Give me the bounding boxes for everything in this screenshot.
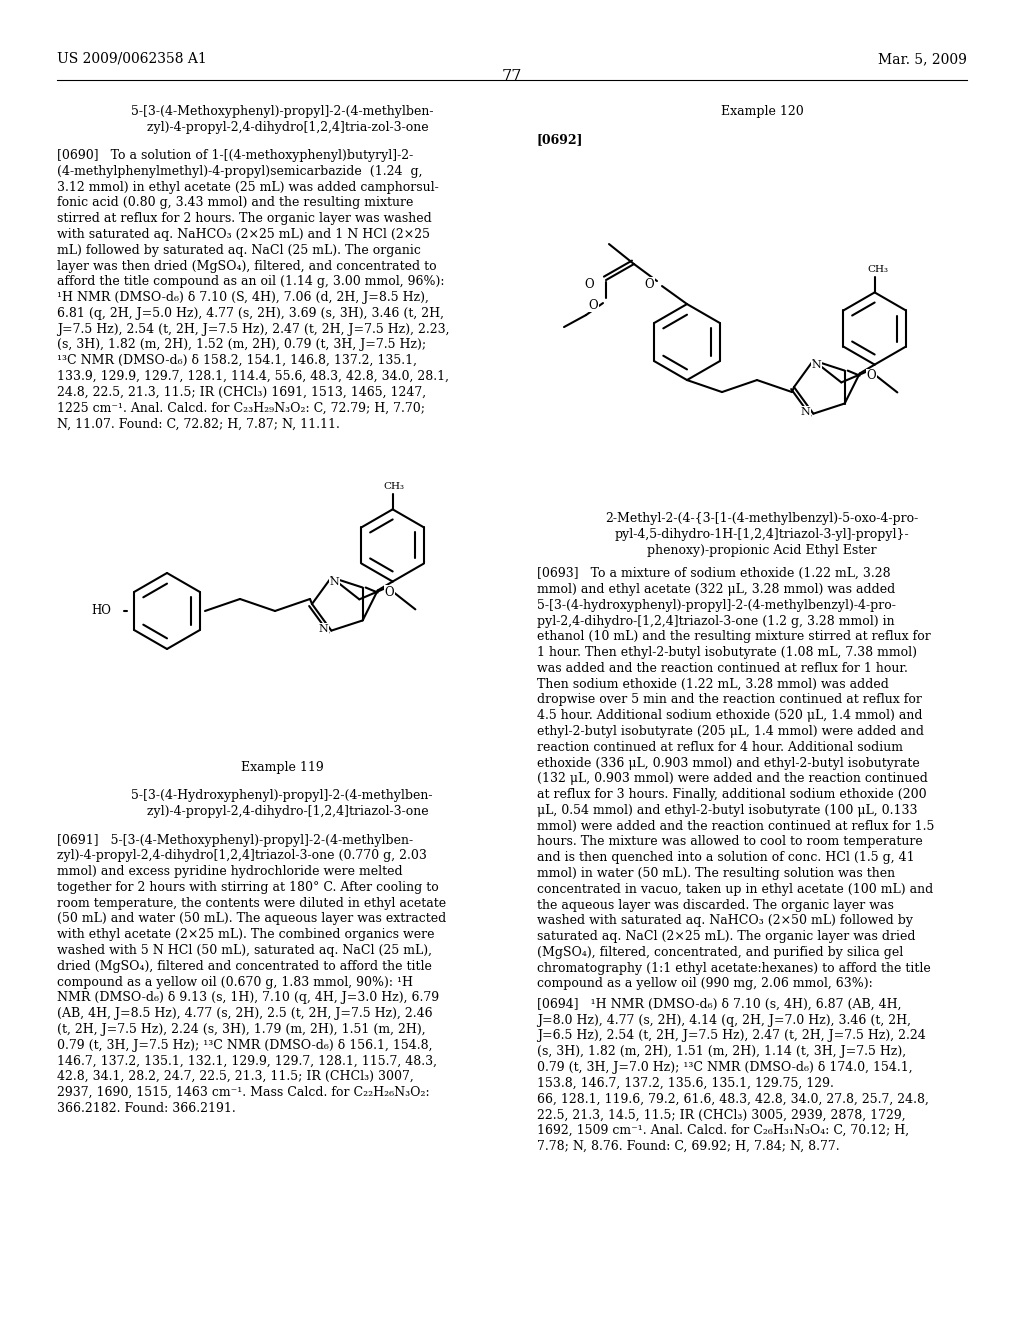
Text: (s, 3H), 1.82 (m, 2H), 1.52 (m, 2H), 0.79 (t, 3H, J=7.5 Hz);: (s, 3H), 1.82 (m, 2H), 1.52 (m, 2H), 0.7… xyxy=(57,338,426,351)
Text: [0691]   5-[3-(4-Methoxyphenyl)-propyl]-2-(4-methylben-: [0691] 5-[3-(4-Methoxyphenyl)-propyl]-2-… xyxy=(57,833,413,846)
Text: 2-Methyl-2-(4-{3-[1-(4-methylbenzyl)-5-oxo-4-pro-: 2-Methyl-2-(4-{3-[1-(4-methylbenzyl)-5-o… xyxy=(605,512,919,525)
Text: was added and the reaction continued at reflux for 1 hour.: was added and the reaction continued at … xyxy=(537,661,908,675)
Text: reaction continued at reflux for 4 hour. Additional sodium: reaction continued at reflux for 4 hour.… xyxy=(537,741,903,754)
Text: 133.9, 129.9, 129.7, 128.1, 114.4, 55.6, 48.3, 42.8, 34.0, 28.1,: 133.9, 129.9, 129.7, 128.1, 114.4, 55.6,… xyxy=(57,370,449,383)
Text: ethyl-2-butyl isobutyrate (205 μL, 1.4 mmol) were added and: ethyl-2-butyl isobutyrate (205 μL, 1.4 m… xyxy=(537,725,924,738)
Text: 5-[3-(4-hydroxyphenyl)-propyl]-2-(4-methylbenzyl)-4-pro-: 5-[3-(4-hydroxyphenyl)-propyl]-2-(4-meth… xyxy=(537,599,896,611)
Text: zyl)-4-propyl-2,4-dihydro[1,2,4]triazol-3-one (0.770 g, 2.03: zyl)-4-propyl-2,4-dihydro[1,2,4]triazol-… xyxy=(57,849,427,862)
Text: μL, 0.54 mmol) and ethyl-2-butyl isobutyrate (100 μL, 0.133: μL, 0.54 mmol) and ethyl-2-butyl isobuty… xyxy=(537,804,918,817)
Text: 3.12 mmol) in ethyl acetate (25 mL) was added camphorsul-: 3.12 mmol) in ethyl acetate (25 mL) was … xyxy=(57,181,438,194)
Text: room temperature, the contents were diluted in ethyl acetate: room temperature, the contents were dilu… xyxy=(57,896,446,909)
Text: 1 hour. Then ethyl-2-butyl isobutyrate (1.08 mL, 7.38 mmol): 1 hour. Then ethyl-2-butyl isobutyrate (… xyxy=(537,645,918,659)
Text: 42.8, 34.1, 28.2, 24.7, 22.5, 21.3, 11.5; IR (CHCl₃) 3007,: 42.8, 34.1, 28.2, 24.7, 22.5, 21.3, 11.5… xyxy=(57,1071,414,1084)
Text: afford the title compound as an oil (1.14 g, 3.00 mmol, 96%):: afford the title compound as an oil (1.1… xyxy=(57,276,444,288)
Text: phenoxy)-propionic Acid Ethyl Ester: phenoxy)-propionic Acid Ethyl Ester xyxy=(647,544,877,557)
Text: [0692]: [0692] xyxy=(537,133,584,147)
Text: 22.5, 21.3, 14.5, 11.5; IR (CHCl₃) 3005, 2939, 2878, 1729,: 22.5, 21.3, 14.5, 11.5; IR (CHCl₃) 3005,… xyxy=(537,1109,905,1121)
Text: Example 119: Example 119 xyxy=(241,762,324,774)
Text: layer was then dried (MgSO₄), filtered, and concentrated to: layer was then dried (MgSO₄), filtered, … xyxy=(57,260,436,273)
Text: ethoxide (336 μL, 0.903 mmol) and ethyl-2-butyl isobutyrate: ethoxide (336 μL, 0.903 mmol) and ethyl-… xyxy=(537,756,920,770)
Text: zyl)-4-propyl-2,4-dihydro-[1,2,4]triazol-3-one: zyl)-4-propyl-2,4-dihydro-[1,2,4]triazol… xyxy=(135,805,429,818)
Text: NMR (DMSO-d₆) δ 9.13 (s, 1H), 7.10 (q, 4H, J=3.0 Hz), 6.79: NMR (DMSO-d₆) δ 9.13 (s, 1H), 7.10 (q, 4… xyxy=(57,991,439,1005)
Text: N, 11.07. Found: C, 72.82; H, 7.87; N, 11.11.: N, 11.07. Found: C, 72.82; H, 7.87; N, 1… xyxy=(57,417,340,430)
Text: Then sodium ethoxide (1.22 mL, 3.28 mmol) was added: Then sodium ethoxide (1.22 mL, 3.28 mmol… xyxy=(537,677,889,690)
Text: (t, 2H, J=7.5 Hz), 2.24 (s, 3H), 1.79 (m, 2H), 1.51 (m, 2H),: (t, 2H, J=7.5 Hz), 2.24 (s, 3H), 1.79 (m… xyxy=(57,1023,426,1036)
Text: 0.79 (t, 3H, J=7.5 Hz); ¹³C NMR (DMSO-d₆) δ 156.1, 154.8,: 0.79 (t, 3H, J=7.5 Hz); ¹³C NMR (DMSO-d₆… xyxy=(57,1039,432,1052)
Text: HO: HO xyxy=(91,605,111,618)
Text: ¹H NMR (DMSO-d₆) δ 7.10 (S, 4H), 7.06 (d, 2H, J=8.5 Hz),: ¹H NMR (DMSO-d₆) δ 7.10 (S, 4H), 7.06 (d… xyxy=(57,292,429,304)
Text: [0694]   ¹H NMR (DMSO-d₆) δ 7.10 (s, 4H), 6.87 (AB, 4H,: [0694] ¹H NMR (DMSO-d₆) δ 7.10 (s, 4H), … xyxy=(537,998,901,1011)
Text: mL) followed by saturated aq. NaCl (25 mL). The organic: mL) followed by saturated aq. NaCl (25 m… xyxy=(57,244,421,257)
Text: (50 mL) and water (50 mL). The aqueous layer was extracted: (50 mL) and water (50 mL). The aqueous l… xyxy=(57,912,446,925)
Text: O: O xyxy=(585,277,594,290)
Text: compound as a yellow oil (990 mg, 2.06 mmol, 63%):: compound as a yellow oil (990 mg, 2.06 m… xyxy=(537,977,872,990)
Text: washed with 5 N HCl (50 mL), saturated aq. NaCl (25 mL),: washed with 5 N HCl (50 mL), saturated a… xyxy=(57,944,432,957)
Text: zyl)-4-propyl-2,4-dihydro[1,2,4]tria-zol-3-one: zyl)-4-propyl-2,4-dihydro[1,2,4]tria-zol… xyxy=(135,120,429,133)
Text: 5-[3-(4-Methoxyphenyl)-propyl]-2-(4-methylben-: 5-[3-(4-Methoxyphenyl)-propyl]-2-(4-meth… xyxy=(131,106,433,117)
Text: J=7.5 Hz), 2.54 (t, 2H, J=7.5 Hz), 2.47 (t, 2H, J=7.5 Hz), 2.23,: J=7.5 Hz), 2.54 (t, 2H, J=7.5 Hz), 2.47 … xyxy=(57,322,450,335)
Text: washed with saturated aq. NaHCO₃ (2×50 mL) followed by: washed with saturated aq. NaHCO₃ (2×50 m… xyxy=(537,915,913,927)
Text: mmol) and ethyl acetate (322 μL, 3.28 mmol) was added: mmol) and ethyl acetate (322 μL, 3.28 mm… xyxy=(537,583,895,597)
Text: pyl-4,5-dihydro-1H-[1,2,4]triazol-3-yl]-propyl}-: pyl-4,5-dihydro-1H-[1,2,4]triazol-3-yl]-… xyxy=(614,528,909,541)
Text: N: N xyxy=(318,623,329,634)
Text: [0690]   To a solution of 1-[(4-methoxyphenyl)butyryl]-2-: [0690] To a solution of 1-[(4-methoxyphe… xyxy=(57,149,414,162)
Text: 77: 77 xyxy=(502,69,522,84)
Text: Mar. 5, 2009: Mar. 5, 2009 xyxy=(879,51,967,66)
Text: O: O xyxy=(644,277,654,290)
Text: chromatography (1:1 ethyl acetate:hexanes) to afford the title: chromatography (1:1 ethyl acetate:hexane… xyxy=(537,961,931,974)
Text: (AB, 4H, J=8.5 Hz), 4.77 (s, 2H), 2.5 (t, 2H, J=7.5 Hz), 2.46: (AB, 4H, J=8.5 Hz), 4.77 (s, 2H), 2.5 (t… xyxy=(57,1007,432,1020)
Text: mmol) and excess pyridine hydrochloride were melted: mmol) and excess pyridine hydrochloride … xyxy=(57,865,402,878)
Text: N: N xyxy=(801,407,810,417)
Text: CH₃: CH₃ xyxy=(867,265,888,275)
Text: 1692, 1509 cm⁻¹. Anal. Calcd. for C₂₆H₃₁N₃O₄: C, 70.12; H,: 1692, 1509 cm⁻¹. Anal. Calcd. for C₂₆H₃₁… xyxy=(537,1125,909,1137)
Text: (s, 3H), 1.82 (m, 2H), 1.51 (m, 2H), 1.14 (t, 3H, J=7.5 Hz),: (s, 3H), 1.82 (m, 2H), 1.51 (m, 2H), 1.1… xyxy=(537,1045,906,1059)
Text: O: O xyxy=(867,370,877,381)
Text: mmol) were added and the reaction continued at reflux for 1.5: mmol) were added and the reaction contin… xyxy=(537,820,934,833)
Text: 1225 cm⁻¹. Anal. Calcd. for C₂₃H₂₉N₃O₂: C, 72.79; H, 7.70;: 1225 cm⁻¹. Anal. Calcd. for C₂₃H₂₉N₃O₂: … xyxy=(57,401,425,414)
Text: stirred at reflux for 2 hours. The organic layer was washed: stirred at reflux for 2 hours. The organ… xyxy=(57,213,432,226)
Text: (4-methylphenylmethyl)-4-propyl)semicarbazide  (1.24  g,: (4-methylphenylmethyl)-4-propyl)semicarb… xyxy=(57,165,423,178)
Text: with saturated aq. NaHCO₃ (2×25 mL) and 1 N HCl (2×25: with saturated aq. NaHCO₃ (2×25 mL) and … xyxy=(57,228,430,242)
Text: 366.2182. Found: 366.2191.: 366.2182. Found: 366.2191. xyxy=(57,1102,236,1114)
Text: Example 120: Example 120 xyxy=(721,106,804,117)
Text: and is then quenched into a solution of conc. HCl (1.5 g, 41: and is then quenched into a solution of … xyxy=(537,851,914,865)
Text: J=8.0 Hz), 4.77 (s, 2H), 4.14 (q, 2H, J=7.0 Hz), 3.46 (t, 2H,: J=8.0 Hz), 4.77 (s, 2H), 4.14 (q, 2H, J=… xyxy=(537,1014,911,1027)
Text: saturated aq. NaCl (2×25 mL). The organic layer was dried: saturated aq. NaCl (2×25 mL). The organi… xyxy=(537,931,915,942)
Text: compound as a yellow oil (0.670 g, 1.83 mmol, 90%): ¹H: compound as a yellow oil (0.670 g, 1.83 … xyxy=(57,975,413,989)
Text: CH₃: CH₃ xyxy=(383,482,404,491)
Text: O: O xyxy=(385,586,394,599)
Text: together for 2 hours with stirring at 180° C. After cooling to: together for 2 hours with stirring at 18… xyxy=(57,880,438,894)
Text: hours. The mixture was allowed to cool to room temperature: hours. The mixture was allowed to cool t… xyxy=(537,836,923,849)
Text: 0.79 (t, 3H, J=7.0 Hz); ¹³C NMR (DMSO-d₆) δ 174.0, 154.1,: 0.79 (t, 3H, J=7.0 Hz); ¹³C NMR (DMSO-d₆… xyxy=(537,1061,912,1074)
Text: fonic acid (0.80 g, 3.43 mmol) and the resulting mixture: fonic acid (0.80 g, 3.43 mmol) and the r… xyxy=(57,197,414,210)
Text: 4.5 hour. Additional sodium ethoxide (520 μL, 1.4 mmol) and: 4.5 hour. Additional sodium ethoxide (52… xyxy=(537,709,923,722)
Text: 146.7, 137.2, 135.1, 132.1, 129.9, 129.7, 128.1, 115.7, 48.3,: 146.7, 137.2, 135.1, 132.1, 129.9, 129.7… xyxy=(57,1055,437,1068)
Text: 2937, 1690, 1515, 1463 cm⁻¹. Mass Calcd. for C₂₂H₂₆N₃O₂:: 2937, 1690, 1515, 1463 cm⁻¹. Mass Calcd.… xyxy=(57,1086,430,1100)
Text: (MgSO₄), filtered, concentrated, and purified by silica gel: (MgSO₄), filtered, concentrated, and pur… xyxy=(537,946,903,958)
Text: [0693]   To a mixture of sodium ethoxide (1.22 mL, 3.28: [0693] To a mixture of sodium ethoxide (… xyxy=(537,568,891,581)
Text: (132 μL, 0.903 mmol) were added and the reaction continued: (132 μL, 0.903 mmol) were added and the … xyxy=(537,772,928,785)
Text: pyl-2,4-dihydro-[1,2,4]triazol-3-one (1.2 g, 3.28 mmol) in: pyl-2,4-dihydro-[1,2,4]triazol-3-one (1.… xyxy=(537,615,895,627)
Text: at reflux for 3 hours. Finally, additional sodium ethoxide (200: at reflux for 3 hours. Finally, addition… xyxy=(537,788,927,801)
Text: concentrated in vacuo, taken up in ethyl acetate (100 mL) and: concentrated in vacuo, taken up in ethyl… xyxy=(537,883,933,896)
Text: with ethyl acetate (2×25 mL). The combined organics were: with ethyl acetate (2×25 mL). The combin… xyxy=(57,928,434,941)
Text: N: N xyxy=(330,577,339,587)
Text: 66, 128.1, 119.6, 79.2, 61.6, 48.3, 42.8, 34.0, 27.8, 25.7, 24.8,: 66, 128.1, 119.6, 79.2, 61.6, 48.3, 42.8… xyxy=(537,1093,929,1106)
Text: 6.81 (q, 2H, J=5.0 Hz), 4.77 (s, 2H), 3.69 (s, 3H), 3.46 (t, 2H,: 6.81 (q, 2H, J=5.0 Hz), 4.77 (s, 2H), 3.… xyxy=(57,308,444,319)
Text: ¹³C NMR (DMSO-d₆) δ 158.2, 154.1, 146.8, 137.2, 135.1,: ¹³C NMR (DMSO-d₆) δ 158.2, 154.1, 146.8,… xyxy=(57,354,417,367)
Text: dried (MgSO₄), filtered and concentrated to afford the title: dried (MgSO₄), filtered and concentrated… xyxy=(57,960,432,973)
Text: J=6.5 Hz), 2.54 (t, 2H, J=7.5 Hz), 2.47 (t, 2H, J=7.5 Hz), 2.24: J=6.5 Hz), 2.54 (t, 2H, J=7.5 Hz), 2.47 … xyxy=(537,1030,926,1043)
Text: O: O xyxy=(589,298,598,312)
Text: ethanol (10 mL) and the resulting mixture stirred at reflux for: ethanol (10 mL) and the resulting mixtur… xyxy=(537,631,931,643)
Text: mmol) in water (50 mL). The resulting solution was then: mmol) in water (50 mL). The resulting so… xyxy=(537,867,895,880)
Text: N: N xyxy=(811,360,821,371)
Text: 5-[3-(4-Hydroxyphenyl)-propyl]-2-(4-methylben-: 5-[3-(4-Hydroxyphenyl)-propyl]-2-(4-meth… xyxy=(131,789,433,803)
Text: dropwise over 5 min and the reaction continued at reflux for: dropwise over 5 min and the reaction con… xyxy=(537,693,922,706)
Text: 153.8, 146.7, 137.2, 135.6, 135.1, 129.75, 129.: 153.8, 146.7, 137.2, 135.6, 135.1, 129.7… xyxy=(537,1077,834,1090)
Text: 24.8, 22.5, 21.3, 11.5; IR (CHCl₃) 1691, 1513, 1465, 1247,: 24.8, 22.5, 21.3, 11.5; IR (CHCl₃) 1691,… xyxy=(57,385,426,399)
Text: the aqueous layer was discarded. The organic layer was: the aqueous layer was discarded. The org… xyxy=(537,899,894,912)
Text: US 2009/0062358 A1: US 2009/0062358 A1 xyxy=(57,51,207,66)
Text: 7.78; N, 8.76. Found: C, 69.92; H, 7.84; N, 8.77.: 7.78; N, 8.76. Found: C, 69.92; H, 7.84;… xyxy=(537,1140,840,1152)
